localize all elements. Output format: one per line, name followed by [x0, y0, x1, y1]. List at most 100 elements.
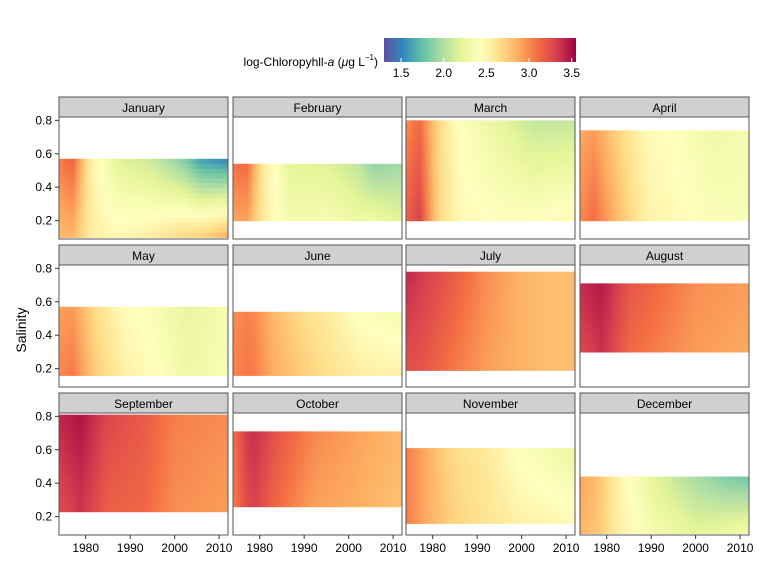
heatmap-row [59, 306, 228, 312]
heatmap-row [233, 206, 402, 211]
heatmap-row [233, 174, 402, 179]
heatmap-row [59, 353, 228, 359]
heatmap-row [406, 495, 575, 501]
heatmap-row [406, 164, 575, 172]
heatmap-row [59, 358, 228, 364]
heatmap-row [233, 199, 402, 204]
heatmap-row [233, 327, 402, 333]
facet-strip-label: January [122, 101, 165, 115]
heatmap-row [580, 300, 749, 306]
heatmap-row [580, 313, 749, 319]
heatmap-row [580, 169, 749, 177]
heatmap-row [580, 296, 749, 302]
x-tick-label: 2010 [553, 541, 580, 555]
y-tick-label: 0.8 [35, 261, 52, 275]
legend-tick-label: 2.0 [435, 66, 452, 80]
heatmap-row [406, 364, 575, 371]
heatmap-row [59, 222, 228, 229]
heatmap-row [406, 201, 575, 209]
heatmap-row [406, 466, 575, 473]
heatmap-row [406, 314, 575, 322]
heatmap-row [59, 328, 228, 334]
heatmap-row [406, 499, 575, 506]
heatmap-row [233, 440, 402, 447]
panel-border [405, 116, 576, 240]
heatmap-row [59, 217, 228, 224]
heatmap-row [580, 158, 749, 165]
heatmap-row [233, 195, 402, 200]
heatmap-row [59, 227, 228, 234]
facet-strip-label: June [304, 249, 330, 263]
x-tick-label: 1990 [638, 541, 665, 555]
heatmap-row [233, 351, 402, 357]
heatmap-row [580, 141, 749, 148]
legend-title-units-open: ( [334, 55, 341, 69]
heatmap-row [59, 168, 228, 175]
heatmap-row [580, 476, 749, 481]
facet-panel: January 0.2 0.4 0.6 0.8 [35, 96, 229, 240]
facet-strip-label: November [463, 397, 518, 411]
heatmap-row [580, 130, 749, 137]
legend-title: log-Chloropyhll-a (μg L−1) [244, 53, 378, 69]
heatmap-row [406, 504, 575, 510]
heatmap-row [406, 157, 575, 165]
panel-border [579, 116, 750, 240]
legend-title-prefix: log-Chloropyhll- [244, 55, 328, 69]
legend-title-mu: μ [341, 55, 349, 69]
heatmap-row [233, 319, 402, 325]
facet-strip-label: March [474, 101, 507, 115]
facet-strip-label: February [293, 101, 341, 115]
facet-panel: November 1980 1990 2000 2010 [405, 392, 580, 555]
x-tick-label: 2000 [508, 541, 535, 555]
facet-strip-label: May [132, 249, 155, 263]
heatmap-row [580, 497, 749, 502]
heatmap-row [580, 334, 749, 340]
heatmap-row [233, 209, 402, 215]
heatmap-row [406, 170, 575, 178]
heatmap-row [580, 203, 749, 210]
x-tick-label: 2000 [682, 541, 709, 555]
heatmap-row [580, 175, 749, 182]
heatmap-row [406, 339, 575, 347]
heatmap-row [580, 519, 749, 524]
y-axis-label: Salinity [13, 307, 29, 352]
heatmap-row [59, 178, 228, 184]
heatmap-cells [580, 130, 749, 222]
heatmap-row [580, 309, 749, 314]
facet-panel: December 1980 1990 2000 2010 [579, 392, 754, 555]
heatmap-row [233, 213, 402, 218]
heatmap-row [59, 426, 228, 434]
heatmap-row [233, 178, 402, 183]
panel-border [58, 116, 229, 240]
heatmap-cells [406, 271, 575, 371]
heatmap-row [580, 494, 749, 499]
y-tick-label: 0.6 [35, 147, 52, 161]
heatmap-row [59, 493, 228, 501]
heatmap-row [580, 287, 749, 293]
heatmap-row [406, 518, 575, 524]
panel-border [232, 264, 403, 388]
heatmap-row [233, 185, 402, 190]
heatmap-row [233, 367, 402, 372]
x-tick-label: 1990 [117, 541, 144, 555]
heatmap-row [406, 183, 575, 190]
y-tick-label: 0.6 [35, 295, 52, 309]
panel-border [579, 264, 750, 388]
heatmap-row [59, 349, 228, 355]
heatmap-row [580, 512, 749, 517]
heatmap-cells [233, 163, 402, 222]
heatmap-cells [580, 283, 749, 353]
heatmap-row [580, 330, 749, 336]
heatmap-row [406, 448, 575, 454]
heatmap-row [59, 432, 228, 440]
heatmap-row [406, 509, 575, 515]
x-tick-label: 1980 [419, 541, 446, 555]
heatmap-row [406, 513, 575, 520]
heatmap-row [406, 290, 575, 297]
heatmap-row [580, 501, 749, 506]
x-tick-label: 2000 [335, 541, 362, 555]
facet-strip-label: August [646, 249, 684, 263]
legend-title-italic: a [328, 55, 335, 69]
heatmap-row [233, 315, 402, 321]
